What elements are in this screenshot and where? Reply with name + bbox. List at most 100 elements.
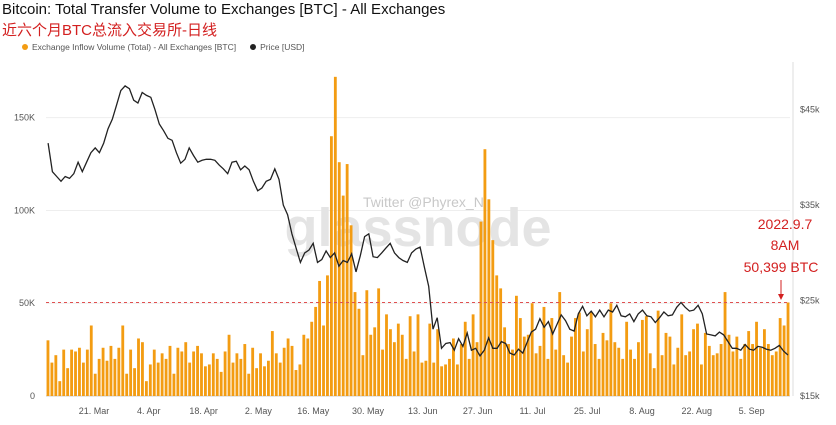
chart-subtitle: 近六个月BTC总流入交易所-日线 — [2, 22, 217, 39]
right-tick-label: $15k — [800, 391, 820, 401]
legend-item-volume[interactable]: Exchange Inflow Volume (Total) - All Exc… — [22, 42, 236, 52]
volume-bar — [144, 381, 148, 396]
volume-bar — [715, 353, 719, 396]
volume-bar — [196, 345, 199, 396]
volume-bar — [50, 362, 54, 396]
volume-bar — [337, 162, 341, 396]
volume-bar — [428, 323, 432, 396]
volume-bar — [349, 225, 353, 396]
left-tick-label: 50K — [19, 298, 35, 308]
volume-bar — [58, 381, 62, 396]
volume-bar — [751, 344, 755, 396]
volume-bar — [341, 195, 345, 396]
annotation-arrow-head — [778, 294, 784, 300]
volume-bar — [188, 362, 192, 396]
volume-bar — [66, 368, 70, 396]
volume-bar — [743, 344, 747, 396]
volume-bar — [522, 336, 526, 396]
volume-bar — [778, 318, 782, 396]
legend-item-price[interactable]: Price [USD] — [250, 42, 305, 52]
volume-bar — [672, 364, 676, 396]
x-tick-label: 27. Jun — [463, 406, 493, 416]
left-tick-label: 100K — [14, 205, 35, 215]
volume-bar — [554, 349, 558, 396]
volume-bar — [515, 295, 518, 396]
volume-bar — [396, 323, 400, 396]
volume-bar — [644, 316, 648, 396]
volume-bar — [109, 345, 113, 396]
volume-bar — [727, 334, 731, 396]
volume-bar — [542, 306, 546, 396]
volume-bar — [54, 355, 58, 396]
volume-bar — [223, 351, 227, 396]
right-tick-label: $35k — [800, 200, 820, 210]
volume-bar — [373, 327, 377, 396]
volume-bar — [160, 353, 164, 396]
legend-swatch-volume — [22, 44, 28, 50]
annotation-date: 2022.9.7 — [758, 216, 813, 232]
volume-bar — [471, 314, 475, 396]
volume-bar — [444, 364, 447, 396]
volume-bar — [475, 342, 479, 396]
volume-bar — [385, 314, 388, 396]
x-tick-label: 5. Sep — [739, 406, 765, 416]
volume-bar — [534, 353, 538, 396]
volume-bar — [696, 323, 699, 396]
volume-bar — [235, 353, 239, 396]
volume-bar — [89, 325, 93, 396]
volume-bar — [270, 331, 274, 396]
volume-bar — [452, 338, 455, 396]
volume-bar — [314, 306, 318, 396]
volume-bar — [381, 349, 384, 396]
volume-bar — [609, 303, 613, 396]
volume-bar — [656, 310, 660, 396]
volume-bar — [255, 368, 259, 396]
volume-bar — [782, 325, 786, 396]
volume-bar — [392, 342, 396, 396]
volume-bar — [711, 355, 715, 396]
volume-bar — [546, 358, 550, 396]
volume-bar — [306, 338, 310, 396]
x-tick-label: 4. Apr — [137, 406, 161, 416]
volume-bar — [668, 336, 672, 396]
annotation: 2022.9.7 8AM 50,399 BTC — [744, 216, 819, 300]
volume-bar — [629, 349, 632, 396]
volume-bar — [786, 302, 790, 396]
volume-bar — [318, 280, 321, 396]
volume-bar — [467, 358, 471, 396]
volume-bar — [731, 351, 735, 396]
x-tick-label: 21. Mar — [79, 406, 110, 416]
volume-bar — [581, 351, 585, 396]
right-tick-label: $25k — [800, 296, 820, 306]
x-axis: 21. Mar 4. Apr 18. Apr 2. May 16. May 30. May… — [79, 406, 765, 416]
volume-bar — [369, 334, 373, 396]
volume-bar — [377, 288, 381, 396]
volume-bar — [239, 358, 243, 396]
volume-bar — [310, 321, 314, 396]
volume-bar — [558, 292, 562, 396]
volume-bar — [168, 345, 172, 396]
volume-bar — [436, 329, 440, 396]
volume-bar — [597, 358, 601, 396]
legend-label-price: Price [USD] — [260, 42, 305, 52]
volume-bar — [774, 351, 778, 396]
volume-bar — [684, 355, 688, 396]
volume-bar — [518, 318, 522, 396]
volume-bar — [251, 347, 255, 396]
volume-bar — [707, 345, 711, 396]
volume-bar — [747, 331, 751, 396]
volume-bar — [483, 149, 487, 396]
volume-bar — [440, 366, 444, 396]
annotation-value: 50,399 BTC — [744, 259, 819, 275]
x-tick-label: 11. Jul — [519, 406, 545, 416]
volume-bars — [46, 76, 790, 396]
volume-bar — [243, 344, 247, 396]
volume-bar — [259, 353, 262, 396]
volume-bar — [660, 355, 664, 396]
volume-bar — [755, 321, 758, 396]
volume-bar — [365, 290, 369, 396]
volume-bar — [137, 338, 140, 396]
volume-bar — [278, 362, 282, 396]
watermark-twitter: Twitter @Phyrex_Ni — [363, 194, 487, 210]
price-line — [47, 85, 789, 358]
